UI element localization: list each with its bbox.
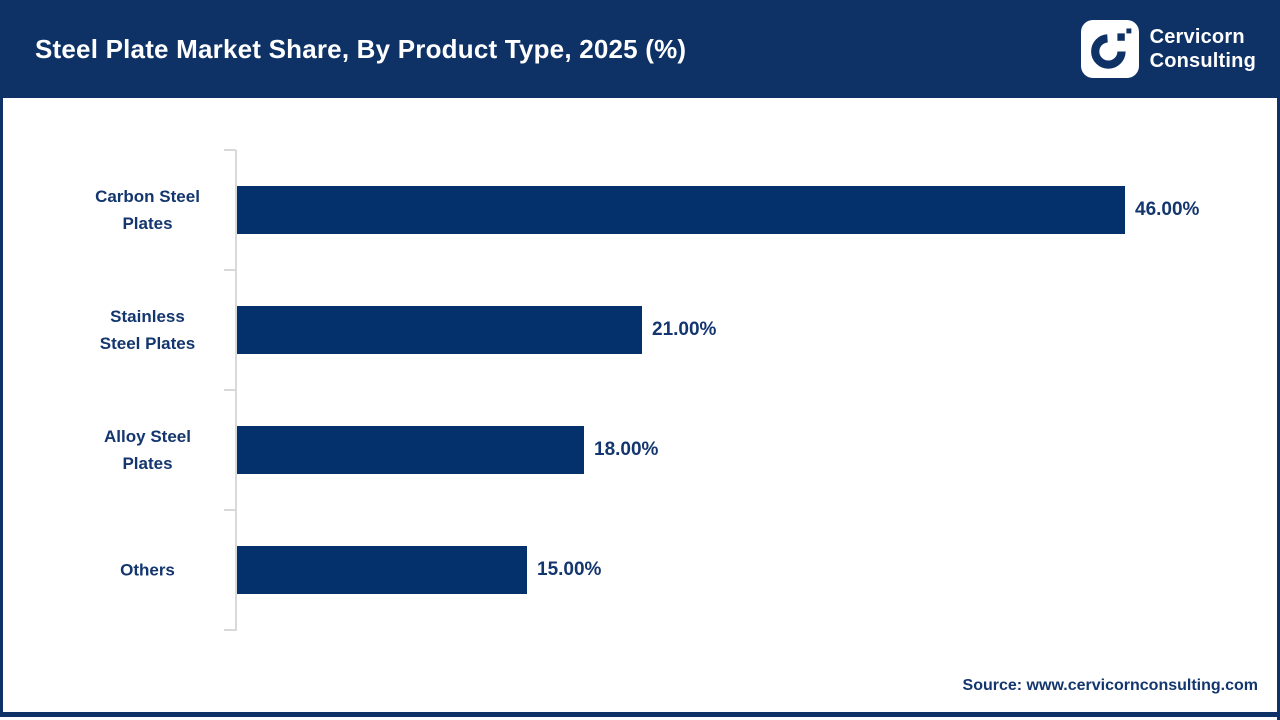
axis-tick	[224, 389, 236, 391]
bar-3	[237, 426, 584, 474]
bar-chart: Carbon Steel Plates 46.00% Stainless Steel P…	[0, 98, 1280, 712]
value-label: 18.00%	[594, 439, 659, 460]
axis-tick	[224, 629, 236, 631]
category-label: Stainless Steel Plates	[99, 307, 196, 353]
axis-tick	[224, 149, 236, 151]
axis-tick	[224, 269, 236, 271]
cervicorn-logo-icon	[1080, 20, 1139, 78]
value-label: 15.00%	[537, 559, 602, 580]
value-label: 46.00%	[1135, 199, 1200, 220]
frame-border-bottom	[0, 712, 1280, 717]
logo: Cervicorn Consulting	[1080, 20, 1256, 78]
category-label: Alloy Steel Plates	[104, 427, 191, 473]
category-label: Others	[120, 560, 175, 580]
frame-border-right	[1277, 0, 1280, 720]
category-label: Carbon Steel Plates	[95, 187, 200, 233]
bar-1	[237, 186, 1125, 234]
logo-brand-line1: Cervicorn	[1149, 26, 1245, 48]
axis-tick	[224, 509, 236, 511]
bar-2	[237, 306, 642, 354]
header-bar: Steel Plate Market Share, By Product Typ…	[0, 0, 1280, 98]
logo-text: Cervicorn Consulting	[1150, 25, 1256, 73]
bar-4	[237, 546, 527, 594]
logo-brand-line2: Consulting	[1149, 50, 1256, 72]
frame-border-left	[0, 0, 3, 717]
source-text: Source: www.cervicornconsulting.com	[962, 677, 1258, 694]
page-title: Steel Plate Market Share, By Product Typ…	[35, 33, 687, 64]
y-axis-line	[235, 150, 237, 631]
value-label: 21.00%	[652, 319, 717, 340]
